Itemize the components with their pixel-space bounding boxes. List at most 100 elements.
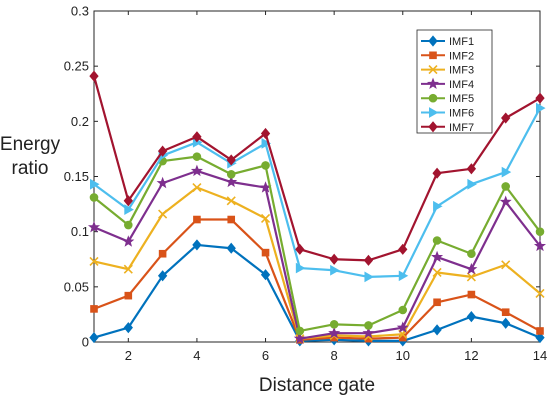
series-line bbox=[93, 107, 541, 278]
data-point bbox=[329, 253, 339, 265]
data-point bbox=[431, 250, 444, 263]
data-point bbox=[192, 131, 202, 143]
data-point bbox=[293, 332, 306, 344]
data-point bbox=[398, 305, 408, 315]
data-point bbox=[192, 152, 202, 161]
data-point bbox=[364, 321, 373, 330]
legend-marker bbox=[426, 77, 440, 90]
y-tick-label: 0.1 bbox=[71, 224, 89, 239]
data-point bbox=[157, 270, 168, 282]
data-point bbox=[364, 271, 374, 283]
data-point bbox=[89, 70, 99, 82]
data-point bbox=[156, 176, 169, 189]
data-point bbox=[501, 112, 511, 124]
data-point bbox=[501, 182, 510, 191]
data-point bbox=[536, 102, 546, 114]
data-point bbox=[157, 145, 168, 157]
data-point bbox=[192, 182, 202, 193]
data-point bbox=[261, 161, 270, 170]
data-point bbox=[466, 311, 477, 323]
data-point bbox=[89, 193, 99, 202]
data-point bbox=[501, 260, 511, 270]
data-point bbox=[193, 215, 201, 224]
y-tick-label: 0.05 bbox=[64, 279, 89, 294]
data-point bbox=[362, 326, 375, 339]
data-point bbox=[90, 178, 100, 190]
data-point bbox=[432, 324, 442, 336]
legend-label: IMF7 bbox=[449, 122, 474, 134]
data-point bbox=[467, 290, 476, 299]
data-point bbox=[501, 317, 511, 329]
data-point bbox=[190, 164, 203, 177]
data-point bbox=[192, 239, 202, 251]
data-point bbox=[89, 256, 99, 267]
y-tick-label: 0.25 bbox=[64, 59, 89, 74]
legend-label: IMF3 bbox=[449, 65, 474, 77]
data-point bbox=[261, 248, 270, 257]
data-point bbox=[123, 322, 133, 334]
legend-marker bbox=[429, 107, 439, 118]
series-imf7 bbox=[89, 70, 545, 266]
data-point bbox=[398, 270, 409, 282]
y-axis-label-line-2: ratio bbox=[12, 158, 49, 179]
legend-label: IMF1 bbox=[449, 36, 474, 48]
data-point bbox=[295, 262, 306, 274]
x-tick-label: 12 bbox=[464, 348, 478, 363]
legend-marker bbox=[428, 35, 438, 47]
data-point bbox=[158, 249, 167, 258]
data-point bbox=[226, 154, 236, 166]
legend-marker bbox=[428, 121, 438, 133]
data-point bbox=[328, 326, 341, 339]
data-point bbox=[398, 243, 408, 255]
data-point bbox=[466, 272, 476, 282]
data-point bbox=[363, 254, 374, 266]
data-point bbox=[535, 227, 545, 236]
data-point bbox=[123, 195, 133, 207]
data-point bbox=[124, 220, 133, 230]
data-point bbox=[226, 242, 236, 254]
data-point bbox=[535, 332, 545, 344]
data-point bbox=[499, 195, 512, 207]
data-point bbox=[535, 288, 545, 299]
legend-marker bbox=[428, 65, 438, 75]
x-axis-label: Distance gate bbox=[259, 375, 375, 396]
axis-ticks: 2 4 6 8 10 12 14 0 0.05 0.1 0.15 0.2 0.25 0.3 bbox=[64, 4, 548, 364]
legend-label: IMF5 bbox=[449, 93, 474, 105]
legend-label: IMF2 bbox=[449, 50, 474, 62]
series-line bbox=[92, 75, 541, 262]
x-tick-label: 2 bbox=[125, 348, 132, 363]
data-point bbox=[260, 269, 271, 281]
data-point bbox=[432, 267, 442, 278]
data-point bbox=[261, 138, 272, 149]
legend-marker bbox=[428, 93, 438, 103]
series-line bbox=[93, 218, 541, 341]
data-point bbox=[158, 209, 168, 219]
x-tick-label: 4 bbox=[193, 348, 200, 363]
series-line bbox=[93, 169, 541, 340]
data-point bbox=[295, 326, 305, 336]
legend-label: IMF6 bbox=[449, 108, 474, 120]
data-point bbox=[226, 169, 236, 179]
data-point bbox=[533, 239, 547, 252]
data-point bbox=[465, 262, 478, 275]
y-tick-label: 0 bbox=[82, 335, 89, 350]
legend-marker bbox=[429, 51, 437, 60]
y-tick-label: 0.15 bbox=[64, 169, 89, 184]
x-tick-label: 14 bbox=[533, 348, 547, 363]
data-point bbox=[260, 127, 271, 140]
data-point bbox=[467, 249, 476, 259]
legend: IMF1 IMF2 IMF3 IMF4 IMF5 IMF6 IMF7 bbox=[416, 29, 493, 134]
data-point bbox=[432, 236, 442, 245]
data-point bbox=[396, 321, 409, 333]
data-point bbox=[330, 264, 340, 276]
data-point bbox=[90, 305, 98, 313]
data-point bbox=[225, 175, 238, 188]
x-tick-label: 10 bbox=[396, 348, 410, 363]
y-tick-label: 0.3 bbox=[71, 4, 89, 19]
data-point bbox=[536, 327, 544, 335]
data-point bbox=[226, 196, 236, 206]
series-layer bbox=[87, 70, 547, 347]
series-line bbox=[93, 243, 541, 342]
data-point bbox=[124, 291, 133, 300]
data-point bbox=[432, 167, 442, 179]
